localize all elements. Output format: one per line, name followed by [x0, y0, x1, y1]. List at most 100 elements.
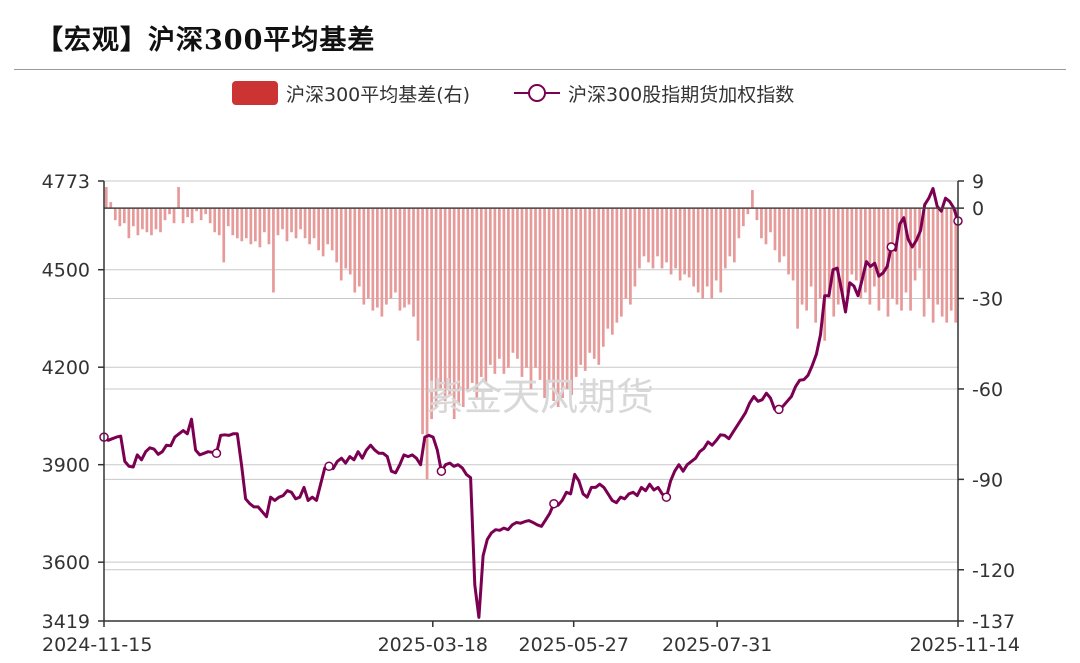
basis-bar: [832, 208, 836, 317]
basis-bar: [308, 208, 311, 245]
basis-bar: [195, 208, 198, 212]
basis-bar: [335, 208, 339, 263]
basis-bar: [583, 208, 587, 371]
basis-bar: [827, 208, 831, 299]
basis-bar: [412, 208, 415, 317]
legend-item-basis[interactable]: 沪深300平均基差(右): [232, 78, 470, 108]
basis-bar: [362, 208, 366, 305]
basis-bar: [638, 208, 641, 269]
basis-bar: [213, 208, 217, 233]
basis-bar: [945, 208, 949, 323]
basis-bar: [502, 208, 506, 374]
x-tick-label: 2025-07-31: [662, 634, 772, 656]
basis-bar: [746, 208, 750, 215]
basis-bar: [525, 208, 528, 368]
basis-bar: [579, 208, 583, 365]
basis-bar: [841, 208, 845, 299]
basis-bar: [660, 208, 664, 269]
basis-bar: [850, 208, 854, 275]
basis-bar: [276, 208, 280, 236]
basis-bar: [353, 208, 357, 293]
basis-bar: [317, 208, 320, 251]
basis-bars: [104, 187, 958, 480]
basis-bar: [208, 208, 212, 224]
basis-bar: [439, 208, 442, 389]
basis-bar: [922, 208, 926, 317]
index-marker: [549, 498, 559, 509]
basis-bar: [592, 208, 596, 359]
basis-bar: [231, 208, 235, 236]
basis-bar: [836, 208, 840, 305]
basis-bar: [755, 208, 759, 221]
basis-bar: [132, 208, 135, 227]
basis-bar: [931, 208, 935, 323]
basis-bar: [814, 208, 818, 323]
basis-bar: [696, 208, 700, 293]
index-marker: [211, 448, 222, 459]
x-tick-label: 2025-03-18: [378, 634, 488, 656]
basis-bar: [294, 208, 298, 239]
basis-bar: [168, 208, 171, 215]
basis-bar: [267, 208, 271, 245]
basis-bar: [470, 208, 474, 383]
basis-bar: [457, 208, 461, 405]
basis-bar: [651, 208, 655, 269]
basis-bar: [588, 208, 592, 353]
basis-bar: [394, 208, 397, 293]
basis-bar: [136, 208, 140, 236]
index-marker: [324, 461, 334, 472]
basis-bar: [516, 208, 519, 359]
basis-bar: [448, 208, 452, 395]
basis-bar: [864, 208, 867, 293]
basis-bar: [678, 208, 682, 281]
basis-bar: [601, 208, 605, 347]
basis-bar: [656, 208, 659, 257]
basis-bar: [877, 208, 881, 311]
basis-bar: [217, 208, 221, 236]
basis-bar: [113, 208, 117, 221]
basis-bar: [769, 208, 772, 233]
x-tick-label: 2025-05-27: [518, 634, 628, 656]
basis-bar: [665, 208, 668, 263]
basis-bar: [479, 208, 483, 377]
basis-bar: [339, 208, 343, 281]
x-tick-label: 2025-11-14: [910, 634, 1020, 656]
basis-bar: [348, 208, 352, 275]
basis-bar: [737, 208, 741, 239]
basis-bar: [534, 208, 537, 368]
basis-bar: [714, 208, 718, 281]
watermark: 紫金天风期货: [426, 375, 654, 419]
basis-bar: [511, 208, 515, 353]
basis-bar: [782, 208, 786, 257]
basis-bar: [918, 208, 921, 269]
basis-bar: [190, 208, 194, 224]
basis-bar: [407, 208, 411, 305]
basis-bar: [425, 208, 429, 480]
basis-bar: [493, 208, 497, 374]
basis-bar: [606, 208, 610, 329]
index-marker: [436, 466, 447, 476]
basis-bar: [723, 208, 727, 269]
legend-item-index[interactable]: 沪深300股指期货加权指数: [514, 78, 794, 108]
basis-bar: [760, 208, 763, 239]
basis-bar: [936, 208, 940, 305]
legend-basis-label: 沪深300平均基差(右): [286, 83, 471, 106]
right-tick-label: -90: [972, 469, 1003, 491]
basis-bar: [620, 208, 623, 317]
basis-bar: [764, 208, 768, 245]
basis-bar: [552, 208, 555, 401]
basis-bar: [385, 208, 388, 305]
basis-bar: [258, 208, 262, 248]
right-tick-label: -30: [972, 289, 1003, 311]
basis-bar: [272, 208, 275, 293]
basis-bar: [687, 208, 691, 278]
basis-bar: [732, 208, 736, 263]
basis-bar: [249, 208, 253, 245]
basis-bar: [805, 208, 808, 311]
legend-bar-swatch: [232, 81, 278, 105]
legend-index-label: 沪深300股指期货加权指数: [568, 83, 795, 106]
basis-bar: [701, 208, 705, 299]
x-tick-label: 2024-11-15: [42, 634, 152, 656]
basis-bar: [818, 208, 822, 299]
basis-bar: [380, 208, 384, 317]
